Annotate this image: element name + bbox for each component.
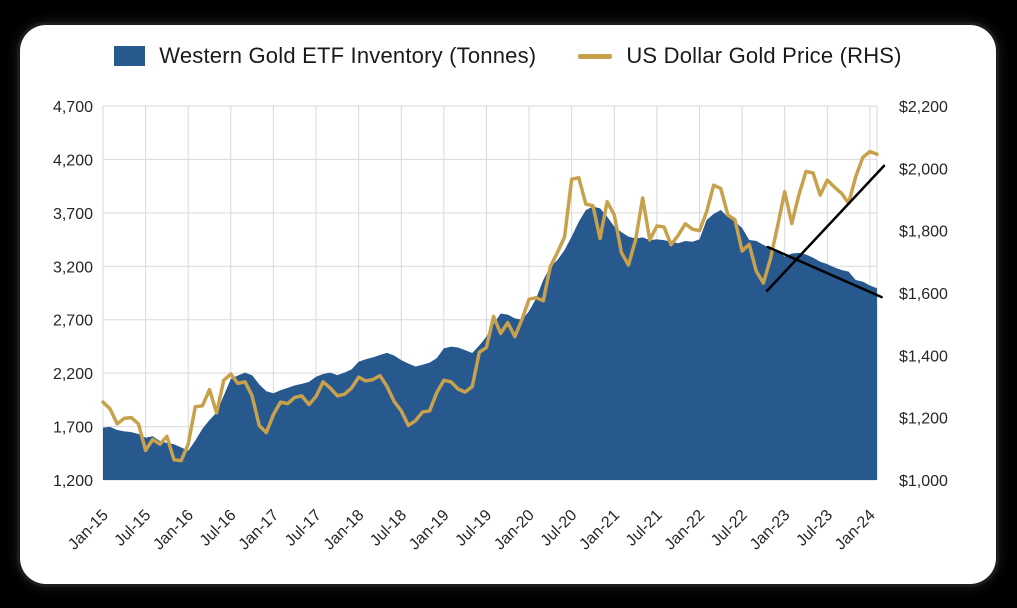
x-axis-tick-label: Jul-18 [367, 507, 410, 550]
chart-legend: Western Gold ETF Inventory (Tonnes) US D… [20, 43, 996, 69]
left-axis-tick-label: 3,700 [53, 206, 93, 223]
legend-label-gold-price: US Dollar Gold Price (RHS) [626, 43, 902, 68]
x-axis-tick-label: Jan-19 [406, 507, 453, 554]
left-axis-tick-label: 3,200 [53, 259, 93, 276]
x-axis-tick-label: Jan-23 [747, 507, 794, 554]
legend-line-swatch [578, 53, 613, 59]
right-axis-tick-label: $1,600 [899, 286, 948, 303]
x-axis-tick-label: Jul-17 [282, 507, 325, 550]
right-axis-tick-label: $1,800 [899, 224, 948, 241]
right-axis-tick-label: $1,200 [899, 411, 948, 428]
annotation-uptrend-line [765, 164, 886, 293]
etf-inventory-area [103, 206, 877, 480]
right-axis-tick-label: $2,200 [899, 99, 948, 116]
chart-svg: 4,700 4,200 3,700 3,200 2,700 2,200 1,700 1,200… [53, 99, 948, 554]
gold-price-line [101, 149, 879, 463]
left-axis-tick-label: 4,700 [53, 99, 93, 116]
left-axis-tick-label: 4,200 [53, 152, 93, 169]
x-axis-tick-label: Jan-17 [236, 507, 283, 554]
x-axis-tick-label: Jan-22 [662, 507, 709, 554]
x-axis-tick-label: Jul-20 [538, 507, 581, 550]
x-axis-tick-label: Jan-18 [321, 507, 368, 554]
left-axis-tick-label: 2,700 [53, 313, 93, 330]
chart-card: Western Gold ETF Inventory (Tonnes) US D… [20, 25, 996, 584]
x-axis-tick-label: Jan-15 [65, 507, 112, 554]
x-axis-tick-label: Jul-16 [197, 507, 240, 550]
legend-item-gold-price: US Dollar Gold Price (RHS) [578, 43, 902, 69]
legend-item-etf-inventory: Western Gold ETF Inventory (Tonnes) [114, 43, 536, 69]
x-axis-tick-label: Jan-20 [491, 507, 538, 554]
legend-label-etf-inventory: Western Gold ETF Inventory (Tonnes) [159, 43, 537, 68]
x-axis-tick-label: Jul-21 [623, 507, 666, 550]
x-axis-tick-label: Jul-19 [452, 507, 495, 550]
left-axis-tick-label: 1,700 [53, 420, 93, 437]
x-axis-tick-label: Jan-16 [150, 507, 197, 554]
annotation-downtrend-line [766, 245, 883, 299]
legend-area-swatch [114, 46, 146, 66]
x-axis-tick-label: Jul-23 [793, 507, 836, 550]
x-axis-tick-label: Jul-15 [112, 507, 155, 550]
x-axis-tick-label: Jan-21 [576, 507, 623, 554]
left-axis-tick-label: 2,200 [53, 366, 93, 383]
right-axis-tick-label: $2,000 [899, 161, 948, 178]
x-axis-tick-label: Jan-24 [832, 507, 879, 554]
left-axis-tick-label: 1,200 [53, 473, 93, 490]
x-axis-tick-label: Jul-22 [708, 507, 751, 550]
right-axis-tick-label: $1,000 [899, 473, 948, 490]
right-axis-tick-label: $1,400 [899, 348, 948, 365]
